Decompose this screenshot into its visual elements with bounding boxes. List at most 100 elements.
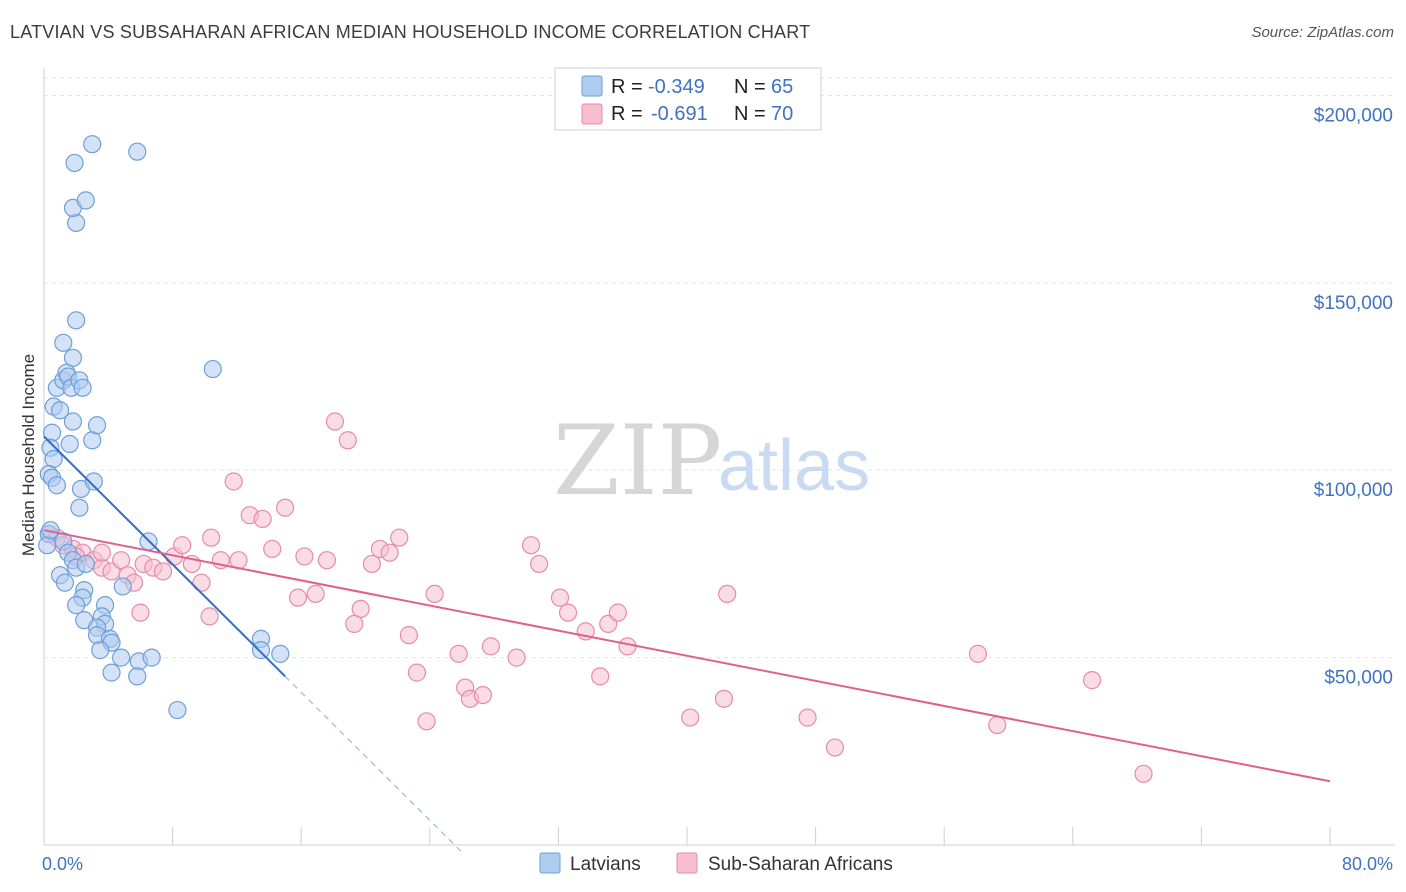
ssa-point (618, 637, 637, 656)
latvians-point (67, 311, 86, 330)
latvians-point (70, 498, 89, 517)
ssa-point (173, 536, 192, 555)
ssa-point (390, 528, 409, 547)
latvians-point (84, 472, 103, 491)
trend-layer (43, 435, 1331, 853)
ssa-point (399, 626, 419, 645)
ssa-point (1082, 671, 1102, 690)
x-tick-label: 80.0% (1342, 854, 1393, 874)
y-tick-label: $150,000 (1314, 293, 1393, 314)
legend-n-value-2: 70 (771, 103, 793, 125)
latvians-point (102, 663, 121, 682)
latvians-point (112, 648, 131, 667)
latvians-point (60, 434, 79, 454)
ssa-point (591, 667, 610, 686)
latvians-point (41, 521, 60, 540)
watermark-zip: ZIP (553, 405, 722, 517)
ssa-point (306, 584, 325, 604)
x-tick-label: 0.0% (42, 854, 83, 874)
source-label: Source: ZipAtlas.com (1251, 24, 1394, 41)
latvians-trendline (43, 435, 286, 678)
bottom-legend-swatch-ssa (676, 852, 698, 874)
latvians-point (83, 135, 102, 154)
latvians-point (54, 333, 73, 352)
ssa-point (417, 712, 436, 731)
latvians-point (83, 431, 102, 450)
ssa-point (295, 547, 314, 566)
ssa-point (338, 431, 357, 450)
ssa-point (521, 536, 541, 555)
latvians-point (128, 142, 147, 161)
ssa-point (362, 554, 382, 574)
latvians-trendline-extension (284, 675, 463, 853)
ssa-point (718, 584, 737, 604)
ssa-point (200, 607, 219, 626)
ssa-point (325, 412, 345, 431)
ssa-point (276, 498, 295, 517)
y-axis-label: Median Household Income (19, 354, 38, 556)
legend-n-value-1: 65 (771, 76, 793, 98)
watermark-atlas: atlas (718, 426, 870, 506)
ssa-point (481, 637, 500, 656)
ssa-point (681, 708, 700, 727)
ssa-point (92, 543, 111, 562)
ssa-point (131, 603, 150, 622)
ssa-trendline (43, 529, 1331, 783)
latvians-point (73, 378, 92, 397)
latvians-point (142, 648, 161, 667)
ssa-point (968, 644, 988, 663)
points-layer (38, 135, 1153, 783)
latvians-point (67, 213, 86, 232)
ssa-point (112, 551, 131, 570)
bottom-legend: Latvians Sub-Saharan Africans (539, 852, 893, 875)
latvians-point (47, 476, 66, 495)
ssa-point (407, 663, 427, 682)
ssa-point (380, 543, 399, 562)
legend-n-label-1: N = (734, 76, 766, 98)
latvians-point (76, 191, 95, 210)
bottom-legend-latvians: Latvians (570, 854, 641, 875)
latvians-point (91, 641, 110, 660)
latvians-point (65, 153, 84, 173)
legend-r-value-1: -0.349 (648, 76, 705, 98)
ssa-point (550, 588, 570, 607)
legend: R = -0.349 N = 65 R = -0.691 N = 70 (554, 67, 822, 131)
legend-swatch-latvians (581, 75, 603, 97)
latvians-point (128, 667, 147, 686)
latvians-point (203, 359, 222, 379)
axes-layer: $200,000 $150,000 $100,000 $50,000 0.0% 80.0% (42, 68, 1395, 874)
bottom-legend-ssa: Sub-Saharan Africans (708, 854, 893, 875)
ssa-point (608, 603, 627, 622)
ssa-point (825, 738, 844, 757)
chart-title: LATVIAN VS SUBSAHARAN AFRICAN MEDIAN HOU… (10, 22, 811, 42)
ssa-point (558, 603, 578, 622)
latvians-point (76, 554, 95, 574)
latvians-point (251, 641, 271, 660)
y-tick-label: $200,000 (1314, 105, 1393, 126)
ssa-point (798, 708, 817, 727)
ssa-point (317, 551, 337, 570)
latvians-point (63, 348, 83, 367)
bottom-legend-swatch-latvians (539, 852, 561, 874)
latvians-point (63, 412, 83, 431)
ssa-point (1134, 764, 1153, 783)
y-tick-label: $50,000 (1324, 668, 1393, 689)
ssa-point (263, 539, 282, 559)
legend-swatch-ssa (581, 103, 603, 125)
ssa-point (345, 614, 364, 633)
ssa-point (449, 644, 468, 663)
y-tick-label: $100,000 (1314, 480, 1393, 501)
latvians-point (50, 401, 70, 420)
ssa-point (153, 562, 173, 581)
legend-r-value-2: -0.691 (651, 103, 708, 125)
latvians-point (67, 596, 86, 615)
ssa-point (473, 685, 492, 705)
ssa-point (288, 588, 308, 607)
ssa-point (202, 528, 221, 547)
ssa-point (507, 648, 526, 667)
ssa-point (351, 599, 370, 619)
ssa-point (530, 554, 549, 574)
watermark: ZIP atlas (553, 405, 870, 517)
latvians-point (271, 644, 290, 663)
